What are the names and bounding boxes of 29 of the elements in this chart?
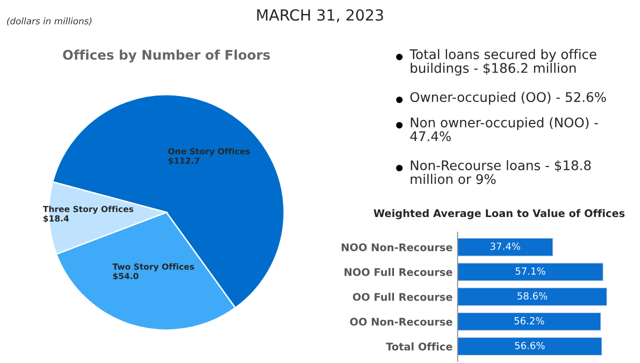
bar: [458, 337, 602, 356]
data-label: $18.4: [44, 215, 69, 223]
data-label: $54.0: [113, 272, 138, 280]
bar: [458, 287, 608, 306]
y-tick-label: OO Non-Recourse: [350, 318, 452, 326]
y-tick-label: Total Office: [386, 342, 452, 350]
y-tick-label: NOO Non-Recourse: [342, 243, 452, 252]
slice-label: Two Story Offices: [112, 263, 194, 272]
bar: [458, 238, 554, 256]
data-label: 57.1%: [516, 267, 546, 275]
y-tick-label: OO Full Recourse: [352, 292, 452, 301]
text: MARCH 31, 2023: [257, 9, 384, 22]
data-label: 56.6%: [515, 342, 545, 350]
chart-title: Offices by Number of Floors: [62, 50, 270, 62]
slice-label: One Story Offices: [168, 148, 250, 156]
slice-label: Three Story Offices: [42, 206, 134, 214]
data-label: $112.7: [168, 157, 200, 165]
chart-title: Weighted Average Loan to Value of Offices: [374, 209, 625, 220]
text: Owner-occupied (OO) - 52.6%: [410, 92, 606, 105]
text: Non owner-occupied (NOO) - 47.4%: [410, 117, 598, 142]
data-label: 56.2%: [514, 317, 544, 324]
text: Total loans secured by office buildings - $186.2 million: [410, 49, 596, 76]
bar: [458, 262, 604, 282]
text: Non-Recourse loans - $18.8 million or 9%: [410, 160, 591, 184]
data-label: 37.4%: [490, 242, 520, 250]
text: (dollars in millions): [7, 17, 92, 26]
data-label: 58.6%: [518, 292, 548, 300]
bar: [458, 312, 602, 331]
y-tick-label: NOO Full Recourse: [344, 268, 452, 276]
